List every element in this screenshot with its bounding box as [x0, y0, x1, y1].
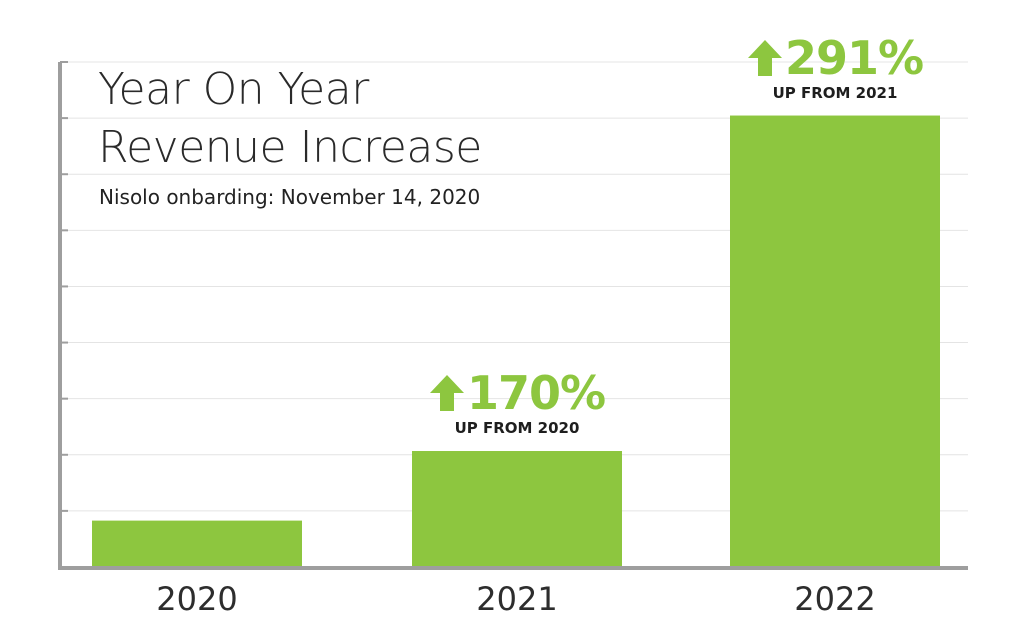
chart-title-line-1: Year On Year — [98, 64, 369, 115]
chart-subtitle: Nisolo onbarding: November 14, 2020 — [99, 185, 481, 209]
percent-increase-label: 291% — [705, 32, 965, 84]
up-arrow-icon — [747, 39, 782, 76]
axes — [58, 61, 968, 570]
percent-value: 170% — [466, 366, 606, 420]
bar-2022 — [730, 115, 940, 567]
bars — [92, 115, 940, 567]
percent-caption: UP FROM 2021 — [772, 83, 898, 102]
bar-2021 — [412, 451, 622, 567]
bar-2020 — [92, 520, 302, 567]
bar-annotation-2021: 170% UP FROM 2020 — [387, 367, 647, 437]
percent-value: 291% — [784, 30, 924, 85]
chart-title-line-2: Revenue Increase — [98, 122, 482, 173]
x-tick-label: 2021 — [476, 580, 558, 618]
x-tick-label: 2020 — [156, 580, 238, 618]
x-tick-label: 2022 — [794, 580, 876, 618]
percent-caption: UP FROM 2020 — [454, 419, 580, 437]
bar-annotation-2022: 291% UP FROM 2021 — [705, 32, 965, 102]
percent-increase-label: 170% — [387, 367, 647, 419]
up-arrow-icon — [429, 375, 464, 411]
